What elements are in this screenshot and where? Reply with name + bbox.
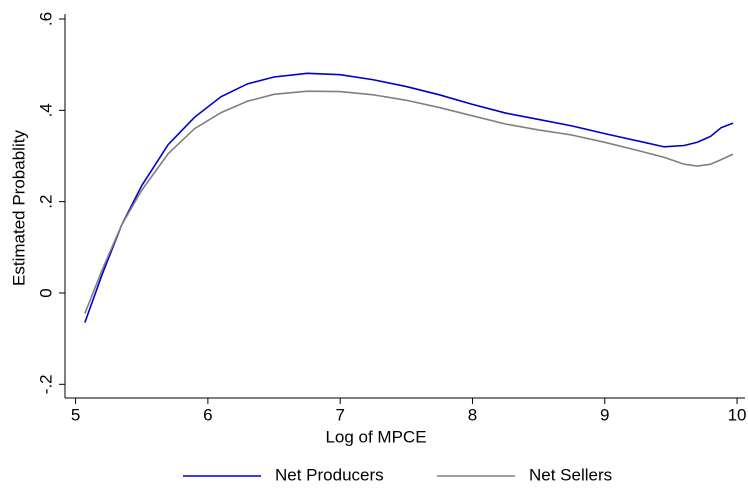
series-line [84,90,734,314]
x-tick-label: 9 [600,405,609,424]
x-tick-label: 7 [335,405,344,424]
x-tick-label: 5 [71,405,80,424]
legend-label: Net Producers [275,465,384,484]
x-tick-label: 6 [203,405,212,424]
y-tick-label: -.2 [36,374,55,394]
x-tick-label: 8 [468,405,477,424]
y-tick-label: .4 [36,103,55,117]
x-axis-title: Log of MPCE [325,427,426,446]
y-tick-label: .6 [36,12,55,26]
y-axis-title: Estimated Probablity [9,130,28,286]
y-tick-label: 0 [36,288,55,297]
series-line [84,72,734,323]
legend-label: Net Sellers [529,465,612,484]
x-tick-label: 10 [728,405,747,424]
y-tick-label: .2 [36,195,55,209]
